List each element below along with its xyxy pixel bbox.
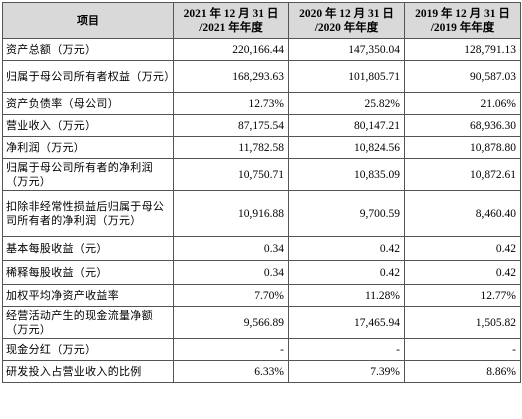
table-row: 营业收入（万元） 87,175.54 80,147.21 68,936.30 — [2, 114, 521, 137]
row-label: 资产负债率（母公司） — [2, 92, 174, 115]
cell-2019: 12.77% — [404, 284, 521, 307]
cell-2020: 11.28% — [288, 284, 405, 307]
cell-2021: 6.33% — [173, 360, 289, 383]
cell-2021: 10,750.71 — [173, 158, 289, 191]
cell-2019: 128,791.13 — [404, 38, 521, 61]
row-label: 归属于母公司所有者的净利润（万元） — [2, 158, 174, 191]
row-label: 营业收入（万元） — [2, 114, 174, 137]
cell-2019: 10,878.80 — [404, 136, 521, 159]
cell-2019: 21.06% — [404, 92, 521, 115]
header-2020-date: 2020 年 12 月 31 日 — [299, 7, 394, 20]
cell-2019: 1,505.82 — [404, 306, 521, 339]
cell-2020: 0.42 — [288, 236, 405, 261]
row-label: 净利润（万元） — [2, 136, 174, 159]
cell-2020: - — [288, 338, 405, 361]
cell-2019: 68,936.30 — [404, 114, 521, 137]
table-row: 经营活动产生的现金流量净额（万元） 9,566.89 17,465.94 1,5… — [2, 306, 521, 339]
header-2021-period: /2021 年年度 — [199, 21, 263, 34]
row-label: 研发投入占营业收入的比例 — [2, 360, 174, 383]
table-row: 归属于母公司所有者的净利润（万元） 10,750.71 10,835.09 10… — [2, 158, 521, 191]
cell-2020: 7.39% — [288, 360, 405, 383]
table-row: 扣除非经常性损益后归属于母公司所有者的净利润（万元） 10,916.88 9,7… — [2, 190, 521, 237]
cell-2021: 7.70% — [173, 284, 289, 307]
table-row: 资产负债率（母公司） 12.73% 25.82% 21.06% — [2, 92, 521, 115]
header-2019-period: /2019 年年度 — [430, 21, 495, 34]
table-row: 资产总额（万元） 220,166.44 147,350.04 128,791.1… — [2, 38, 521, 61]
table-row: 归属于母公司所有者权益（万元） 168,293.63 101,805.71 90… — [2, 60, 521, 93]
cell-2019: 10,872.61 — [404, 158, 521, 191]
cell-2019: 0.42 — [404, 236, 521, 261]
cell-2020: 17,465.94 — [288, 306, 405, 339]
row-label: 基本每股收益（元） — [2, 236, 174, 261]
row-label: 归属于母公司所有者权益（万元） — [2, 60, 174, 93]
financial-summary-table: 项目 2021 年 12 月 31 日 /2021 年年度 2020 年 12 … — [2, 2, 521, 383]
cell-2020: 147,350.04 — [288, 38, 405, 61]
cell-2021: 220,166.44 — [173, 38, 289, 61]
row-label: 加权平均净资产收益率 — [2, 284, 174, 307]
row-label: 经营活动产生的现金流量净额（万元） — [2, 306, 174, 339]
row-label: 扣除非经常性损益后归属于母公司所有者的净利润（万元） — [2, 190, 174, 237]
cell-2019: 8.86% — [404, 360, 521, 383]
header-2019-date: 2019 年 12 月 31 日 — [415, 7, 510, 20]
cell-2021: - — [173, 338, 289, 361]
header-row: 项目 2021 年 12 月 31 日 /2021 年年度 2020 年 12 … — [2, 2, 521, 39]
table-row: 基本每股收益（元） 0.34 0.42 0.42 — [2, 236, 521, 261]
cell-2021: 12.73% — [173, 92, 289, 115]
cell-2020: 80,147.21 — [288, 114, 405, 137]
table-row: 研发投入占营业收入的比例 6.33% 7.39% 8.86% — [2, 360, 521, 383]
cell-2020: 101,805.71 — [288, 60, 405, 93]
header-2020-period: /2020 年年度 — [314, 21, 379, 34]
cell-2020: 9,700.59 — [288, 190, 405, 237]
cell-2020: 10,835.09 — [288, 158, 405, 191]
cell-2021: 87,175.54 — [173, 114, 289, 137]
cell-2021: 0.34 — [173, 236, 289, 261]
cell-2020: 0.42 — [288, 260, 405, 285]
cell-2020: 10,824.56 — [288, 136, 405, 159]
table-row: 稀释每股收益（元） 0.34 0.42 0.42 — [2, 260, 521, 285]
cell-2019: 8,460.40 — [404, 190, 521, 237]
cell-2019: 90,587.03 — [404, 60, 521, 93]
header-item: 项目 — [2, 2, 174, 39]
cell-2021: 168,293.63 — [173, 60, 289, 93]
table-row: 现金分红（万元） - - - — [2, 338, 521, 361]
header-2019: 2019 年 12 月 31 日 /2019 年年度 — [404, 2, 521, 39]
header-2021-date: 2021 年 12 月 31 日 — [183, 7, 279, 20]
cell-2019: 0.42 — [404, 260, 521, 285]
row-label: 稀释每股收益（元） — [2, 260, 174, 285]
header-2021: 2021 年 12 月 31 日 /2021 年年度 — [173, 2, 289, 39]
cell-2021: 9,566.89 — [173, 306, 289, 339]
header-2020: 2020 年 12 月 31 日 /2020 年年度 — [288, 2, 405, 39]
header-item-label: 项目 — [77, 13, 99, 27]
cell-2019: - — [404, 338, 521, 361]
cell-2021: 11,782.58 — [173, 136, 289, 159]
cell-2021: 0.34 — [173, 260, 289, 285]
row-label: 资产总额（万元） — [2, 38, 174, 61]
cell-2021: 10,916.88 — [173, 190, 289, 237]
row-label: 现金分红（万元） — [2, 338, 174, 361]
table-row: 净利润（万元） 11,782.58 10,824.56 10,878.80 — [2, 136, 521, 159]
table-row: 加权平均净资产收益率 7.70% 11.28% 12.77% — [2, 284, 521, 307]
cell-2020: 25.82% — [288, 92, 405, 115]
